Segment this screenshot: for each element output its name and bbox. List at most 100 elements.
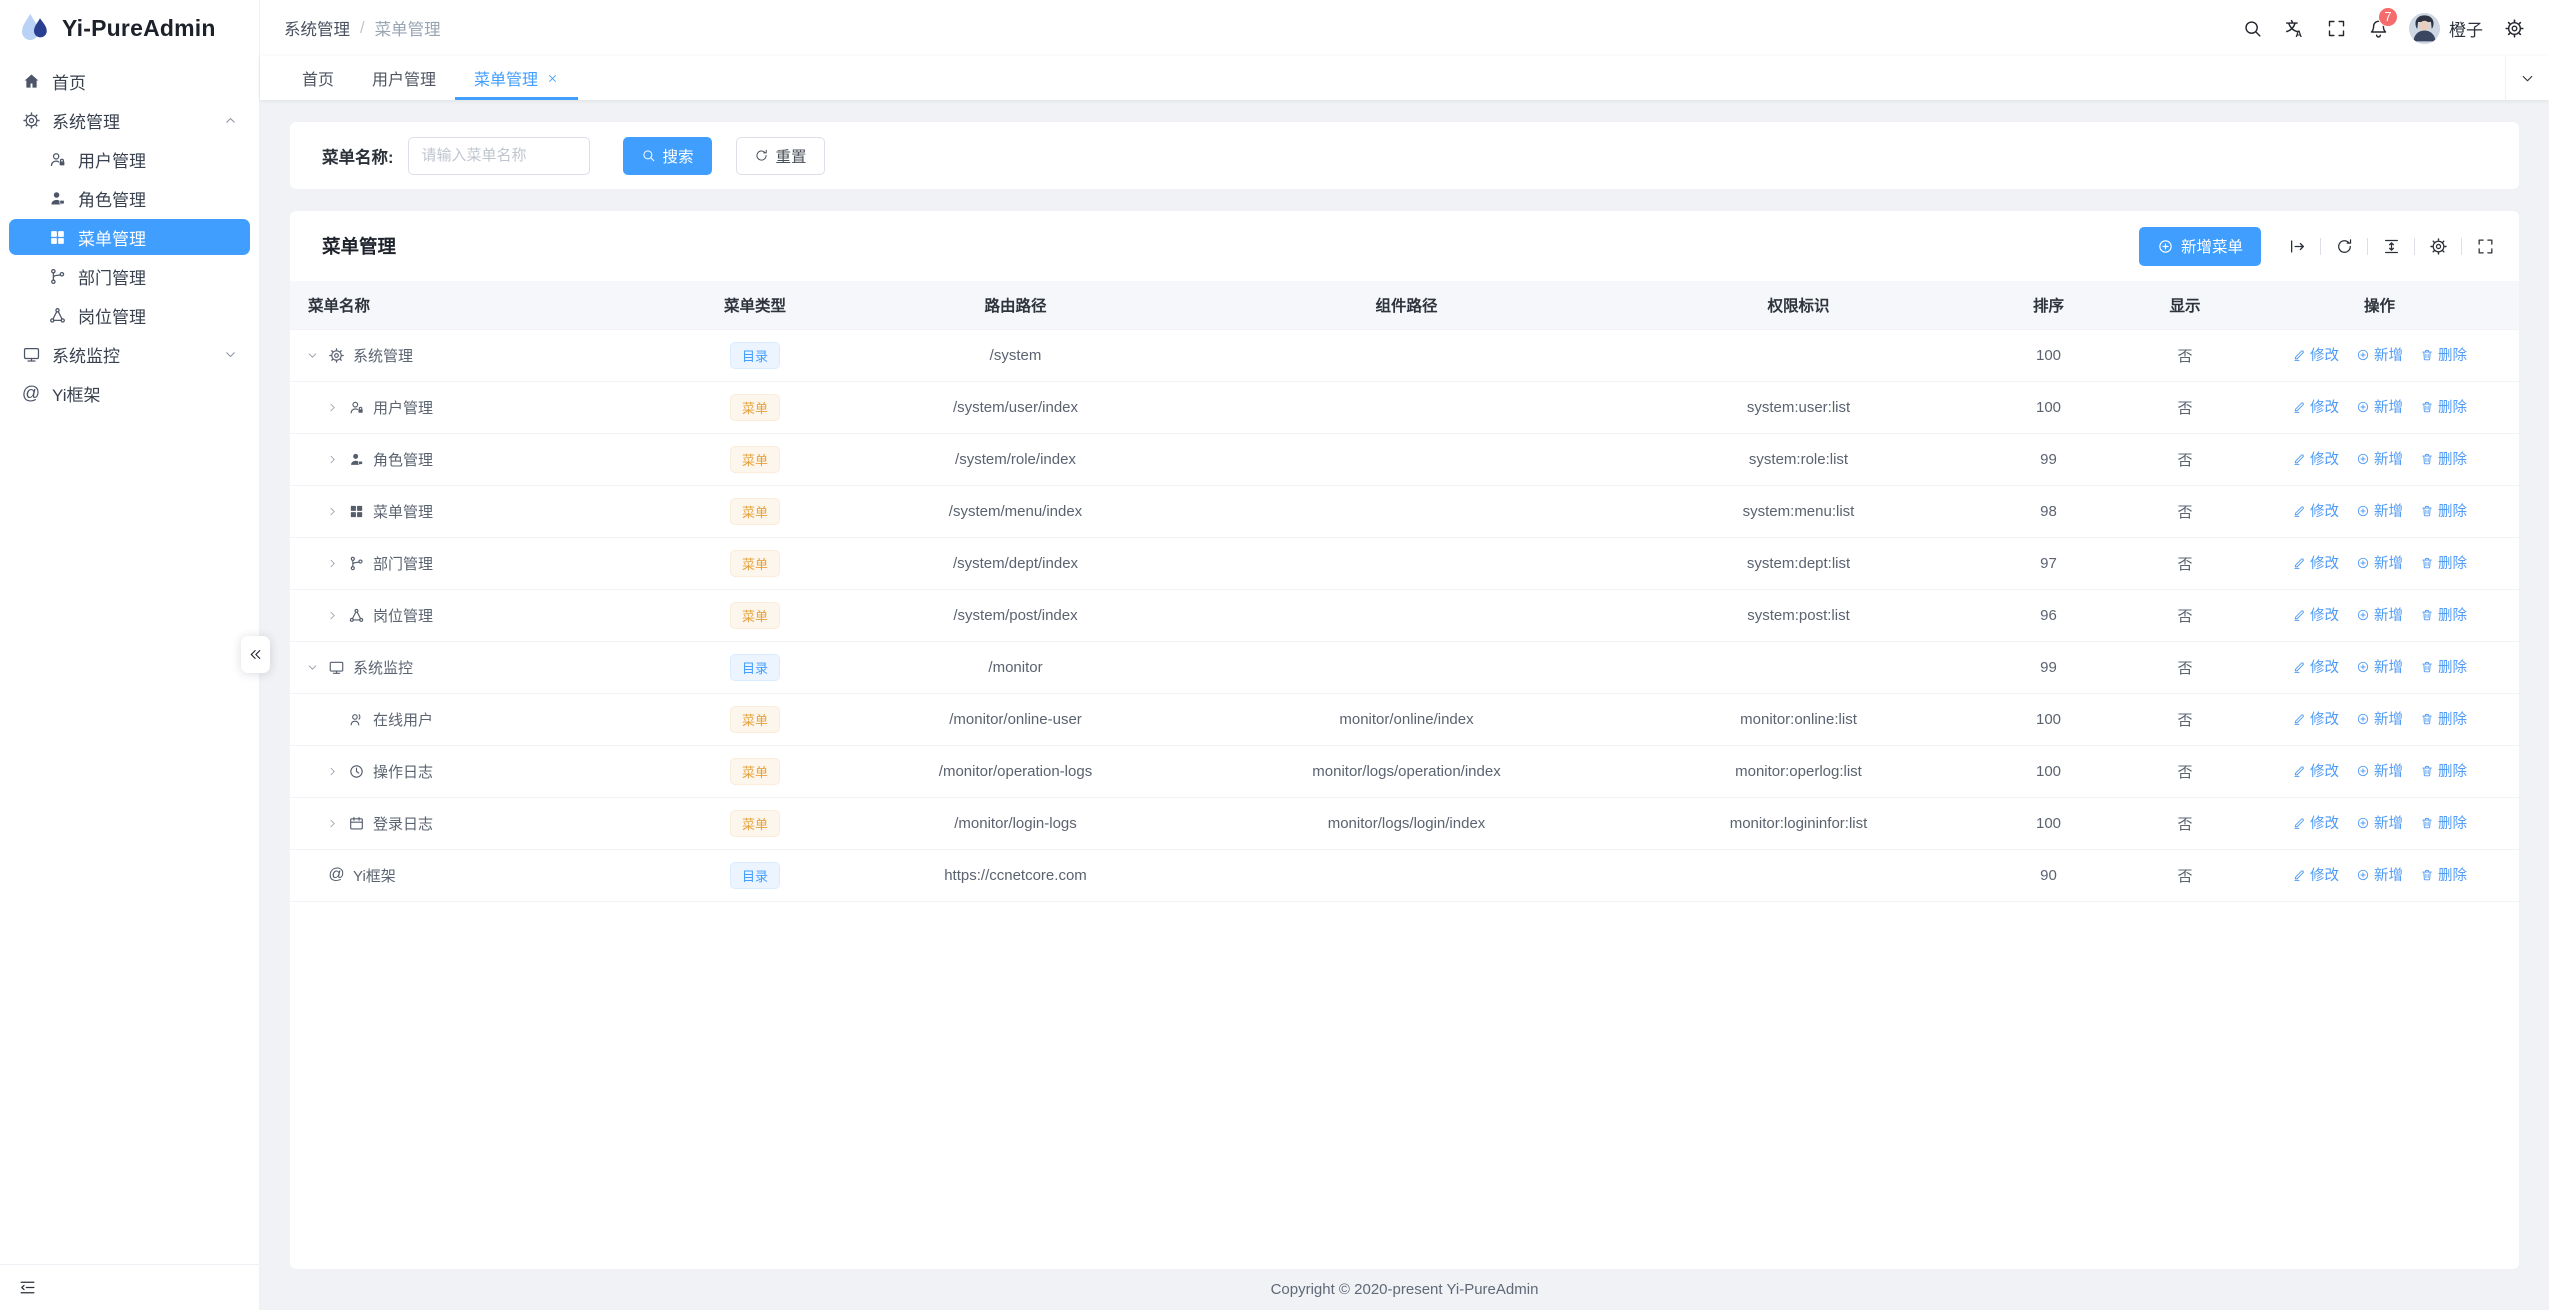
sidebar-item-monitor[interactable]: 系统监控 — [9, 336, 250, 372]
breadcrumb: 系统管理 / 菜单管理 — [284, 16, 441, 40]
add-action[interactable]: 新增 — [2356, 812, 2403, 833]
permission-cell: monitor:operlog:list — [1630, 745, 1967, 798]
sidebar-item-yi[interactable]: @ Yi框架 — [9, 375, 250, 411]
sort-cell: 99 — [1967, 641, 2130, 694]
tab-close-icon[interactable] — [546, 72, 559, 85]
sidebar-item-system[interactable]: 系统管理 — [9, 102, 250, 138]
circle-plus-icon — [2356, 504, 2370, 518]
column-settings-gear-icon[interactable] — [2428, 236, 2448, 256]
edit-action[interactable]: 修改 — [2292, 760, 2339, 781]
trash-icon — [2420, 816, 2434, 830]
trash-icon — [2420, 608, 2434, 622]
delete-action[interactable]: 删除 — [2420, 500, 2467, 521]
add-action[interactable]: 新增 — [2356, 864, 2403, 885]
edit-action[interactable]: 修改 — [2292, 708, 2339, 729]
sidebar-item-user[interactable]: 用户管理 — [9, 141, 250, 177]
tree-expand-chevron-right-icon[interactable] — [326, 817, 347, 830]
sort-cell: 100 — [1967, 381, 2130, 434]
table-toolbar: 新增菜单 — [2138, 226, 2495, 266]
edit-action-label: 修改 — [2310, 400, 2339, 417]
sidebar-item-label: Yi框架 — [52, 385, 101, 405]
edit-action[interactable]: 修改 — [2292, 604, 2339, 625]
delete-action[interactable]: 删除 — [2420, 708, 2467, 729]
tree-expand-chevron-right-icon[interactable] — [326, 765, 347, 778]
add-action[interactable]: 新增 — [2356, 396, 2403, 417]
sidebar-item-post[interactable]: 岗位管理 — [9, 297, 250, 333]
breadcrumb-item[interactable]: 系统管理 — [284, 21, 350, 39]
menu-name-input[interactable] — [407, 136, 590, 175]
tree-expand-chevron-right-icon[interactable] — [326, 557, 347, 570]
row-density-icon[interactable] — [2381, 236, 2401, 256]
sort-cell: 96 — [1967, 589, 2130, 642]
edit-action[interactable]: 修改 — [2292, 500, 2339, 521]
delete-action[interactable]: 删除 — [2420, 448, 2467, 469]
delete-action[interactable]: 删除 — [2420, 552, 2467, 573]
tree-expand-chevron-right-icon[interactable] — [326, 609, 347, 622]
tabs-more-chevron-down-icon[interactable] — [2505, 56, 2549, 100]
delete-action[interactable]: 删除 — [2420, 656, 2467, 677]
sidebar-item-dept[interactable]: 部门管理 — [9, 258, 250, 294]
circle-plus-icon — [2356, 348, 2370, 362]
tree-expand-chevron-right-icon[interactable] — [326, 505, 347, 518]
notification-bell[interactable]: 7 — [2357, 4, 2399, 52]
fullscreen-icon[interactable] — [2315, 4, 2357, 52]
search-button[interactable]: 搜索 — [622, 136, 712, 175]
delete-action[interactable]: 删除 — [2420, 812, 2467, 833]
clock-icon — [347, 763, 366, 780]
tab-label: 菜单管理 — [474, 72, 539, 89]
edit-action[interactable]: 修改 — [2292, 864, 2339, 885]
sidebar-collapse-button[interactable] — [241, 636, 270, 673]
edit-action[interactable]: 修改 — [2292, 448, 2339, 469]
edit-action-label: 修改 — [2310, 348, 2339, 365]
settings-gear-icon[interactable] — [2493, 4, 2535, 52]
delete-action[interactable]: 删除 — [2420, 396, 2467, 417]
expand-all-icon[interactable] — [2287, 236, 2307, 256]
tree-collapse-chevron-down-icon[interactable] — [306, 349, 327, 362]
user-menu[interactable]: 橙子 — [2399, 12, 2493, 44]
add-action[interactable]: 新增 — [2356, 344, 2403, 365]
sort-cell: 90 — [1967, 849, 2130, 902]
tab-首页[interactable]: 首页 — [283, 56, 353, 100]
tree-expand-chevron-right-icon[interactable] — [326, 453, 347, 466]
add-action[interactable]: 新增 — [2356, 760, 2403, 781]
tree-collapse-chevron-down-icon[interactable] — [306, 661, 327, 674]
refresh-icon[interactable] — [2334, 236, 2354, 256]
menu-fold-icon[interactable] — [17, 1278, 37, 1298]
delete-action[interactable]: 删除 — [2420, 864, 2467, 885]
search-icon[interactable] — [2231, 4, 2273, 52]
delete-action[interactable]: 删除 — [2420, 760, 2467, 781]
add-action-label: 新增 — [2374, 348, 2403, 365]
add-action[interactable]: 新增 — [2356, 708, 2403, 729]
delete-action[interactable]: 删除 — [2420, 604, 2467, 625]
edit-action[interactable]: 修改 — [2292, 656, 2339, 677]
add-action[interactable]: 新增 — [2356, 604, 2403, 625]
add-action[interactable]: 新增 — [2356, 448, 2403, 469]
sidebar-item-home[interactable]: 首页 — [9, 63, 250, 99]
tree-expand-chevron-right-icon[interactable] — [326, 401, 347, 414]
sidebar-item-role[interactable]: 角色管理 — [9, 180, 250, 216]
edit-action[interactable]: 修改 — [2292, 552, 2339, 573]
table-fullscreen-icon[interactable] — [2475, 236, 2495, 256]
route-path-cell: https://ccnetcore.com — [848, 849, 1183, 902]
add-menu-button[interactable]: 新增菜单 — [2138, 226, 2261, 266]
add-action[interactable]: 新增 — [2356, 552, 2403, 573]
menu-name: 角色管理 — [373, 451, 434, 469]
actions-cell: 修改 新增 删除 — [2240, 485, 2519, 538]
table-row: 菜单管理 菜单/system/menu/index system:menu:list… — [290, 485, 2519, 538]
sidebar-item-menu[interactable]: 菜单管理 — [9, 219, 250, 255]
notification-badge: 7 — [2378, 7, 2398, 27]
add-action[interactable]: 新增 — [2356, 500, 2403, 521]
edit-action[interactable]: 修改 — [2292, 812, 2339, 833]
route-path-cell: /monitor/online-user — [848, 693, 1183, 746]
edit-action[interactable]: 修改 — [2292, 396, 2339, 417]
add-action[interactable]: 新增 — [2356, 656, 2403, 677]
reset-button[interactable]: 重置 — [735, 136, 825, 175]
delete-action[interactable]: 删除 — [2420, 344, 2467, 365]
circle-plus-icon — [2356, 868, 2370, 882]
edit-action[interactable]: 修改 — [2292, 344, 2339, 365]
menu-name: Yi框架 — [353, 867, 396, 885]
tab-用户管理[interactable]: 用户管理 — [353, 56, 455, 100]
tab-菜单管理[interactable]: 菜单管理 — [455, 56, 579, 100]
